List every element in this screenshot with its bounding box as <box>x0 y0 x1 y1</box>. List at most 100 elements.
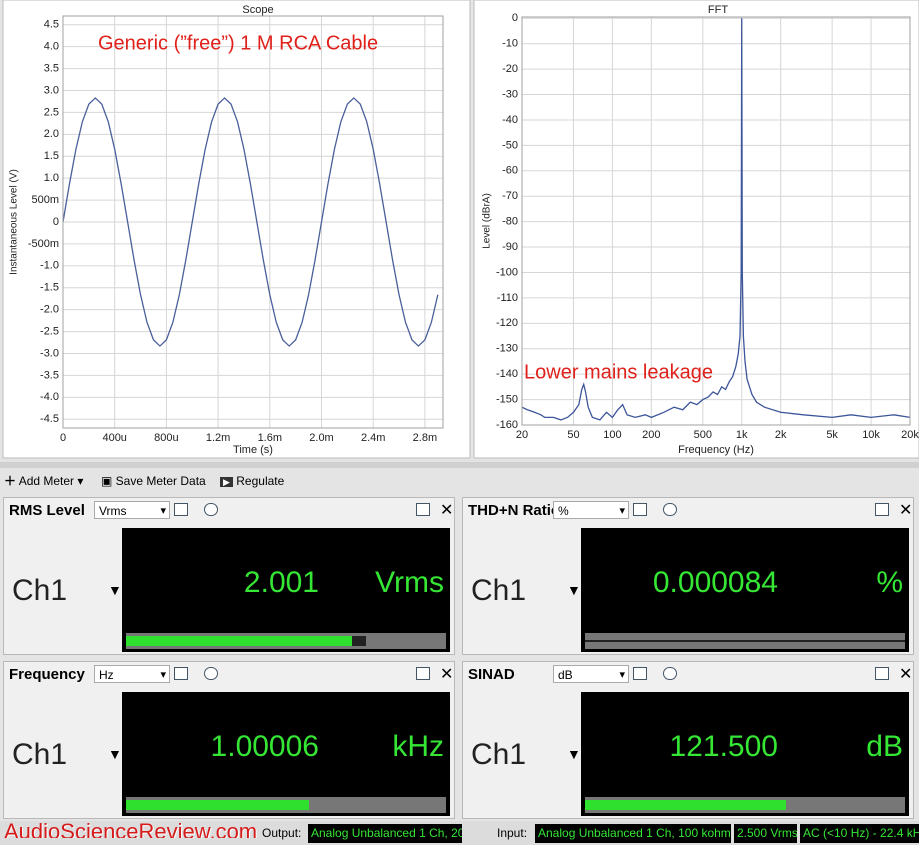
x-tick-label: 1k <box>736 429 748 441</box>
splitter[interactable] <box>0 462 919 468</box>
level-track <box>126 640 446 642</box>
level-fill <box>126 800 309 810</box>
y-tick-label: -80 <box>502 216 518 228</box>
y-tick-label: -160 <box>496 419 518 431</box>
settings-button[interactable] <box>204 667 218 680</box>
y-tick-label: -2.0 <box>40 304 59 316</box>
reading: 121.500 <box>669 730 778 763</box>
close-button[interactable]: ✕ <box>440 666 454 683</box>
trace <box>521 18 911 421</box>
y-axis-label: Instantaneous Level (V) <box>9 169 20 275</box>
unit-select[interactable]: Vrms <box>94 501 170 520</box>
graph-button[interactable] <box>633 503 647 516</box>
reading: 2.001 <box>243 566 319 599</box>
x-tick-label: 100 <box>603 429 621 441</box>
filter[interactable]: AC (<10 Hz) - 22.4 kHz <box>800 824 919 843</box>
output-device[interactable]: Analog Unbalanced 1 Ch, 20 ohm <box>308 824 462 843</box>
unit-select[interactable]: % <box>553 501 629 520</box>
y-tick-label: 3.0 <box>44 84 59 96</box>
y-tick-label: -500m <box>28 238 59 250</box>
y-tick-label: -20 <box>502 63 518 75</box>
level-fill <box>585 800 786 810</box>
meter-title: RMS Level <box>9 502 85 519</box>
meter-title: Frequency <box>9 666 85 683</box>
y-tick-label: -40 <box>502 114 518 126</box>
settings-button[interactable] <box>204 503 218 516</box>
meter-panel: THD+N Ratio % ✕ Ch1 ▼ 0.000084 % <box>462 497 914 655</box>
y-tick-label: 500m <box>31 194 59 206</box>
popout-button[interactable] <box>416 503 430 516</box>
y-tick-label: -70 <box>502 190 518 202</box>
reading-unit: Vrms <box>375 566 444 599</box>
meter-panel: SINAD dB ✕ Ch1 ▼ 121.500 dB <box>462 661 914 819</box>
meter-panel: RMS Level Vrms ✕ Ch1 ▼ 2.001 Vrms <box>3 497 455 655</box>
channel-dropdown[interactable]: ▼ <box>108 746 122 762</box>
meter-display: 1.00006 kHz <box>122 692 450 816</box>
x-tick-label: 800u <box>154 432 178 444</box>
level-bar <box>585 633 905 649</box>
input-range[interactable]: 2.500 Vrms <box>734 824 797 843</box>
output-label: Output: <box>262 826 302 840</box>
graph-button[interactable] <box>174 503 188 516</box>
y-tick-label: -3.0 <box>40 347 59 359</box>
level-track <box>585 804 905 806</box>
y-tick-label: 4.5 <box>44 19 59 31</box>
x-tick-label: 2.0m <box>309 432 333 444</box>
close-button[interactable]: ✕ <box>899 502 913 519</box>
popout-button[interactable] <box>875 503 889 516</box>
graph-button[interactable] <box>633 667 647 680</box>
y-tick-label: 3.5 <box>44 63 59 75</box>
close-button[interactable]: ✕ <box>440 502 454 519</box>
channel-dropdown[interactable]: ▼ <box>567 582 581 598</box>
reading-unit: % <box>876 566 903 599</box>
channel-dropdown[interactable]: ▼ <box>108 582 122 598</box>
y-tick-label: -10 <box>502 38 518 50</box>
y-tick-label: -30 <box>502 88 518 100</box>
y-tick-label: -2.5 <box>40 325 59 337</box>
reading-unit: dB <box>866 730 903 763</box>
y-tick-label: -1.5 <box>40 282 59 294</box>
y-tick-label: -120 <box>496 317 518 329</box>
y-tick-label: -4.5 <box>40 413 59 425</box>
x-tick-label: 2k <box>775 429 787 441</box>
settings-button[interactable] <box>663 503 677 516</box>
x-tick-label: 50 <box>567 429 579 441</box>
y-tick-label: 2.5 <box>44 106 59 118</box>
unit-select[interactable]: Hz <box>94 665 170 684</box>
x-tick-label: 10k <box>862 429 880 441</box>
level-track <box>126 804 446 806</box>
level-bar <box>126 797 446 813</box>
unit-select[interactable]: dB <box>553 665 629 684</box>
meter-title: SINAD <box>468 666 515 683</box>
y-tick-label: 1.0 <box>44 172 59 184</box>
level-bar <box>126 633 446 649</box>
popout-button[interactable] <box>875 667 889 680</box>
channel-dropdown[interactable]: ▼ <box>567 746 581 762</box>
x-tick-label: 20 <box>516 429 528 441</box>
add-meter-button[interactable]: ＋ Add Meter ▾ <box>4 474 84 488</box>
x-tick-label: 2.8m <box>413 432 437 444</box>
channel: Ch1 <box>471 738 527 771</box>
level-bar <box>585 797 905 813</box>
level-track <box>585 640 905 642</box>
close-button[interactable]: ✕ <box>899 666 913 683</box>
meter-display: 121.500 dB <box>581 692 909 816</box>
plot-frame <box>62 15 444 429</box>
y-tick-label: -100 <box>496 266 518 278</box>
regulate-button[interactable]: ▶ Regulate <box>220 473 284 490</box>
input-device[interactable]: Analog Unbalanced 1 Ch, 100 kohm <box>535 824 731 843</box>
y-tick-label: 2.0 <box>44 128 59 140</box>
label: Add Meter <box>18 474 75 488</box>
popout-button[interactable] <box>416 667 430 680</box>
x-tick-label: 0 <box>60 432 66 444</box>
watermark: AudioScienceReview.com <box>4 819 258 838</box>
settings-button[interactable] <box>663 667 677 680</box>
save-meter-data-button[interactable]: ▣ Save Meter Data <box>101 474 206 488</box>
y-tick-label: -4.0 <box>40 391 59 403</box>
graph-button[interactable] <box>174 667 188 680</box>
reading: 1.00006 <box>210 730 319 763</box>
x-tick-label: 20k <box>901 429 919 441</box>
y-tick-label: -50 <box>502 139 518 151</box>
meter-title: THD+N Ratio <box>468 502 561 519</box>
